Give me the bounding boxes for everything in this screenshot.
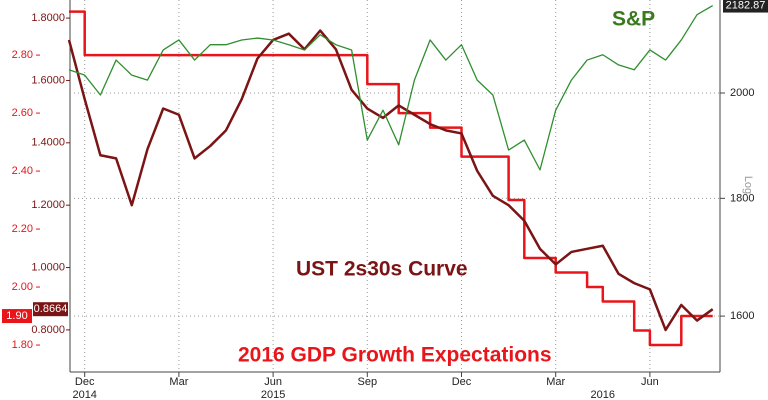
- y3-tick-label: 2000: [730, 87, 754, 99]
- y2-tick-label: 1.2000: [31, 199, 65, 211]
- series-line: [69, 10, 713, 347]
- value-tag: [33, 302, 68, 317]
- scale-label: Log: [742, 176, 754, 194]
- x-tick-label: Jun: [641, 376, 659, 388]
- x-year-label: 2014: [72, 389, 96, 400]
- y-tick-label: 2.60: [12, 107, 33, 119]
- annotation: S&P: [612, 8, 655, 31]
- x-tick-label: Mar: [169, 376, 188, 388]
- x-tick-label: Jun: [264, 376, 282, 388]
- annotation: 2016 GDP Growth Expectations: [238, 344, 552, 367]
- y2-tick-label: 1.8000: [31, 12, 65, 24]
- y-tick-label: 2.80: [12, 49, 33, 61]
- value-tag: [2, 309, 32, 324]
- y-tick-label: 1.80: [12, 339, 33, 351]
- value-tag-label: 1.90: [6, 310, 27, 322]
- value-tag-label: 2182.87: [726, 0, 766, 11]
- value-tag-label: 0.8664: [34, 303, 68, 315]
- y3-tick-label: 1800: [730, 192, 754, 204]
- y2-tick-label: 1.6000: [31, 74, 65, 86]
- value-tag: [723, 0, 768, 13]
- x-tick-label: Mar: [546, 376, 565, 388]
- x-year-label: 2015: [261, 389, 285, 400]
- y2-tick-label: 0.8000: [31, 324, 65, 336]
- x-tick-label: Sep: [358, 376, 378, 388]
- series-line: [67, 29, 714, 332]
- series-line: [68, 4, 714, 171]
- x-tick-label: Dec: [452, 376, 472, 388]
- y2-tick-label: 1.0000: [31, 261, 65, 273]
- y3-tick-label: 1600: [730, 310, 754, 322]
- y2-tick-label: 1.4000: [31, 137, 65, 149]
- y-tick-label: 2.00: [12, 281, 33, 293]
- y-tick-label: 2.20: [12, 223, 33, 235]
- x-year-label: 2016: [591, 389, 615, 400]
- y-tick-label: 2.40: [12, 165, 33, 177]
- x-tick-label: Dec: [75, 376, 95, 388]
- annotation: UST 2s30s Curve: [296, 258, 468, 281]
